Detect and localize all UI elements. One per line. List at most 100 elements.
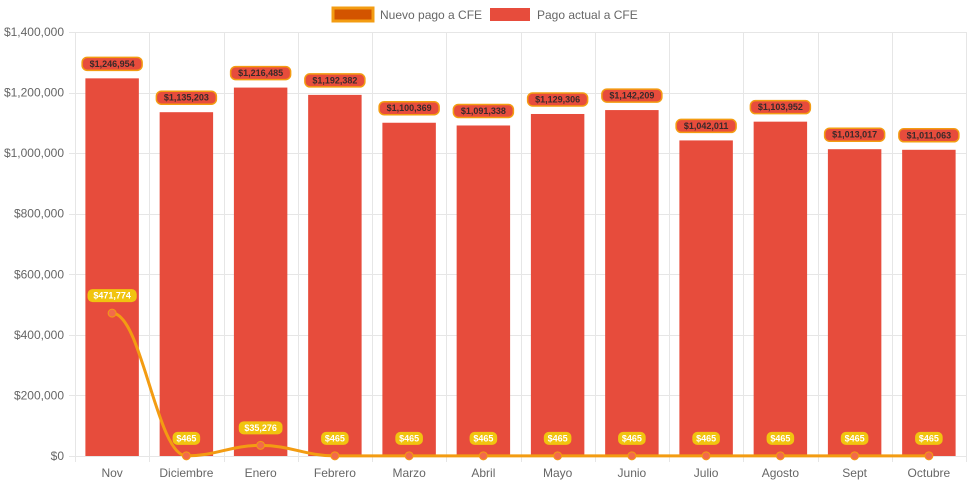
line-data-label: $465 [543, 431, 572, 445]
bar-data-label-box [452, 103, 515, 119]
line-data-label-box [238, 421, 283, 435]
bar-data-label-box [823, 127, 886, 142]
line-point[interactable] [627, 451, 637, 461]
x-tick-label: Julio [694, 466, 719, 480]
legend-label-pago-actual: Pago actual a CFE [537, 8, 638, 22]
x-tick-label: Enero [245, 466, 277, 480]
x-tick-label: Junio [618, 466, 647, 480]
line-data-label-text: $465 [325, 433, 345, 443]
x-tick-label: Mayo [543, 466, 573, 480]
line-data-label-box [172, 431, 201, 445]
line-data-labels: $471,774 $465 $35,276 $465 $465 $465 $465 $465 $… [87, 289, 943, 445]
line-data-label-text: $465 [696, 433, 716, 443]
line-data-label-text: $465 [399, 433, 419, 443]
line-data-label-box [692, 431, 720, 445]
line-point[interactable] [330, 451, 340, 461]
line-point[interactable] [775, 451, 785, 461]
x-tick-label: Sept [842, 466, 867, 480]
bar-data-label: $1,011,063 [898, 128, 960, 143]
bar-data-label: $1,246,954 [81, 56, 143, 72]
line-data-label: $465 [172, 431, 201, 445]
line-point[interactable] [107, 308, 117, 318]
line-data-label: $471,774 [87, 289, 137, 303]
bar-data-label-text: $1,192,382 [312, 75, 357, 85]
bar[interactable] [308, 94, 362, 456]
bar[interactable] [85, 78, 139, 456]
legend-swatch-pago-actual [490, 8, 530, 21]
line-data-label-text: $465 [548, 433, 568, 443]
x-tick-label: Abril [471, 466, 495, 480]
bar[interactable] [530, 113, 585, 456]
line-data-label-box [469, 431, 498, 445]
y-tick-label: $1,200,000 [4, 86, 64, 100]
bar[interactable] [753, 121, 808, 456]
line-data-label-box [543, 431, 572, 445]
bar-data-label-text: $1,246,954 [90, 59, 135, 69]
bar-data-label-text: $1,042,011 [684, 121, 729, 131]
bar[interactable] [827, 149, 882, 456]
bar-data-label-text: $1,129,306 [535, 94, 580, 104]
line-data-label: $465 [395, 431, 423, 445]
y-tick-label: $1,400,000 [4, 25, 64, 39]
line-data-label-box [840, 431, 869, 445]
bar-data-label-box [155, 90, 218, 105]
legend-label-nuevo-pago: Nuevo pago a CFE [380, 8, 482, 22]
line-data-label-text: $465 [845, 433, 865, 443]
line-data-label-text: $465 [622, 433, 642, 443]
x-tick-label: Agosto [762, 466, 800, 480]
bar[interactable] [902, 149, 956, 456]
line-data-label: $465 [618, 431, 646, 445]
bar[interactable] [382, 122, 436, 456]
bar-data-label-text: $1,142,209 [609, 91, 654, 101]
y-tick-label: $0 [51, 449, 65, 463]
bar[interactable] [456, 125, 511, 456]
line-data-label-box [395, 431, 423, 445]
x-tick-label: Marzo [392, 466, 426, 480]
bar-data-label: $1,192,382 [304, 73, 366, 88]
legend-item-nuevo-pago[interactable]: Nuevo pago a CFE [331, 6, 482, 23]
bar-data-label: $1,135,203 [155, 90, 218, 105]
legend[interactable]: Nuevo pago a CFE Pago actual a CFE [331, 6, 638, 23]
gridlines [69, 32, 967, 462]
line-data-label-box [766, 431, 795, 445]
line-data-label-text: $465 [473, 433, 493, 443]
line-data-label: $35,276 [238, 421, 283, 435]
x-tick-label: Diciembre [159, 466, 213, 480]
line-data-label-text: $465 [919, 433, 939, 443]
y-tick-label: $600,000 [14, 267, 64, 281]
x-tick-label: Nov [101, 466, 122, 480]
line-point[interactable] [850, 451, 860, 461]
line-point[interactable] [404, 451, 414, 461]
bar[interactable] [233, 87, 288, 456]
bar-data-label-box [378, 100, 440, 116]
line-point[interactable] [181, 451, 191, 461]
bar-data-label-box [675, 118, 737, 134]
x-axis: Nov Diciembre Enero Febrero Marzo Abril Mayo Ju… [101, 466, 950, 480]
bar-data-label-box [304, 73, 366, 88]
bar[interactable] [159, 112, 214, 456]
bar-data-label-text: $1,100,369 [387, 103, 432, 113]
x-tick-label: Octubre [908, 466, 951, 480]
line-point[interactable] [924, 451, 934, 461]
bar-data-labels: $1,246,954 $1,135,203 $1,216,485 $1,192,382… [81, 56, 960, 143]
bar-data-label-text: $1,135,203 [164, 93, 209, 103]
bar-data-label: $1,042,011 [675, 118, 737, 134]
bar-data-label-text: $1,091,338 [461, 106, 506, 116]
line-point[interactable] [701, 451, 711, 461]
bar-data-label-text: $1,216,485 [238, 68, 283, 78]
bar-data-label: $1,091,338 [452, 103, 515, 119]
line-data-label: $465 [692, 431, 720, 445]
bar-data-label-box [81, 56, 143, 72]
bar-data-label-box [898, 128, 960, 143]
line-point[interactable] [553, 451, 563, 461]
line-point[interactable] [478, 451, 488, 461]
bar-data-label: $1,013,017 [823, 127, 886, 142]
bar-data-label-text: $1,011,063 [907, 130, 952, 140]
y-tick-label: $800,000 [14, 207, 64, 221]
line-data-label-text: $471,774 [93, 291, 131, 301]
line-data-label-text: $465 [176, 433, 196, 443]
bar[interactable] [679, 140, 733, 456]
line-point[interactable] [256, 440, 266, 450]
bar[interactable] [605, 110, 659, 456]
legend-item-pago-actual[interactable]: Pago actual a CFE [490, 8, 638, 22]
